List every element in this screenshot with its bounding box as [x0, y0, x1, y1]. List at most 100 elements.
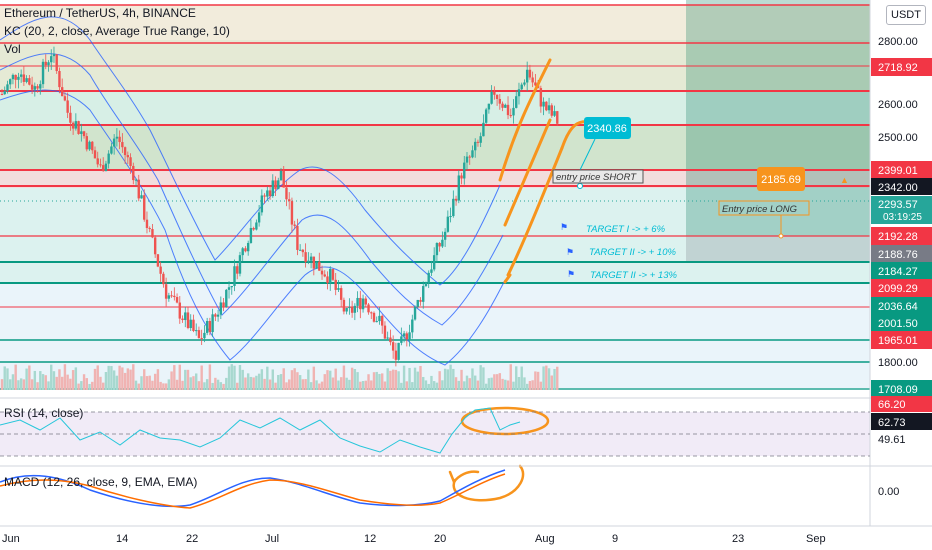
y-tick-1800: 1800.00 — [878, 357, 918, 369]
volume-bar — [112, 370, 116, 390]
volume-bar — [536, 371, 540, 390]
candle-body — [71, 122, 75, 129]
candle-body — [271, 180, 274, 197]
volume-bar — [214, 377, 217, 390]
annotation-target-price[interactable]: 2340.86 — [577, 117, 632, 189]
volume-bar — [151, 380, 154, 390]
volume-bar — [249, 376, 253, 390]
volume-bar — [386, 368, 389, 390]
volume-bar — [539, 381, 543, 390]
candle-body — [386, 337, 389, 339]
volume-bar — [353, 368, 357, 390]
x-tick: 14 — [116, 533, 128, 545]
volume-bar — [405, 381, 409, 390]
candle-body — [0, 94, 4, 95]
volume-bar — [487, 378, 491, 390]
target-3-label: TARGET II -> + 13% — [590, 270, 677, 281]
vol-legend[interactable]: Vol — [4, 42, 21, 56]
volume-bar — [222, 383, 225, 390]
volume-bar — [102, 382, 105, 390]
annotation-entry-long[interactable]: Entry price LONG — [718, 200, 810, 239]
price-axis[interactable]: 2800.00 2600.00 2500.00 1800.00 2718.92 … — [871, 36, 932, 498]
annotation-entry-short[interactable]: entry price SHORT — [552, 169, 644, 184]
volume-bar — [356, 372, 359, 390]
candle-body — [214, 314, 217, 317]
trend-annotations — [448, 58, 592, 502]
rsi-legend[interactable]: RSI (14, close) — [4, 406, 84, 420]
annotation-long-price[interactable]: 2185.69 ▲ — [757, 167, 849, 191]
volume-bar — [301, 379, 305, 390]
candle-body — [208, 321, 212, 333]
volume-bar — [39, 371, 42, 390]
candle-body — [534, 82, 537, 86]
candle-body — [309, 256, 313, 261]
volume-bars — [0, 364, 559, 390]
candle-body — [148, 228, 151, 230]
candle-body — [457, 175, 460, 201]
candle-body — [203, 332, 206, 339]
volume-bar — [6, 368, 9, 390]
candle-body — [443, 231, 447, 240]
candle-body — [364, 298, 367, 305]
volume-bar — [318, 383, 321, 390]
candle-body — [375, 321, 378, 323]
volume-bar — [129, 369, 132, 390]
volume-bar — [137, 383, 140, 390]
candle-body — [55, 54, 58, 72]
candle-body — [545, 101, 548, 111]
volume-bar — [145, 376, 149, 390]
candle-body — [438, 242, 441, 247]
volume-bar — [435, 382, 439, 390]
target-1-label: TARGET I -> + 6% — [586, 224, 666, 235]
candle-body — [50, 56, 53, 63]
candle-body — [474, 141, 477, 151]
candle-body — [490, 91, 493, 104]
candle-body — [99, 164, 102, 166]
volume-bar — [93, 368, 97, 390]
macd-legend[interactable]: MACD (12, 26, close, 9, EMA, EMA) — [4, 475, 198, 489]
candle-body — [69, 112, 72, 123]
candle-body — [112, 138, 116, 147]
volume-bar — [370, 380, 373, 390]
kc-legend[interactable]: KC (20, 2, close, Average True Range, 10… — [4, 24, 230, 38]
volume-bar — [200, 365, 203, 390]
volume-bar — [364, 380, 367, 390]
x-tick: 23 — [732, 533, 744, 545]
candle-body — [495, 94, 499, 99]
candle-body — [82, 131, 86, 137]
volume-bar — [348, 379, 351, 390]
candle-body — [359, 297, 362, 310]
candle-body — [233, 266, 236, 286]
candle-body — [159, 266, 162, 274]
candle-body — [329, 268, 332, 283]
candle-body — [143, 195, 146, 220]
candle-body — [394, 350, 398, 360]
volume-bar — [28, 365, 31, 390]
volume-bar — [490, 377, 493, 390]
volume-bar — [408, 367, 411, 390]
price-label-2036: 2036.64 — [871, 297, 932, 315]
candle-body — [126, 155, 130, 158]
candle-body — [170, 295, 173, 297]
volume-bar — [290, 370, 294, 390]
svg-text:2184.27: 2184.27 — [878, 266, 918, 278]
currency-button[interactable]: USDT — [886, 5, 926, 25]
volume-bar — [211, 382, 214, 390]
candle-body — [211, 314, 214, 333]
candle-body — [304, 252, 307, 262]
candle-body — [413, 306, 417, 320]
candle-body — [501, 103, 504, 108]
candle-body — [277, 180, 280, 190]
volume-bar — [506, 380, 510, 390]
candle-body — [19, 74, 23, 77]
candle-body — [452, 198, 455, 217]
chart-title[interactable]: Ethereum / TetherUS, 4h, BINANCE — [4, 6, 196, 20]
candle-body — [298, 249, 302, 251]
time-axis[interactable]: Jun 14 22 Jul 12 20 Aug 9 23 Sep — [2, 533, 826, 545]
volume-bar — [58, 369, 61, 390]
candle-body — [509, 115, 512, 117]
candle-body — [121, 142, 124, 148]
candle-body — [293, 224, 296, 226]
candle-body — [285, 187, 288, 200]
